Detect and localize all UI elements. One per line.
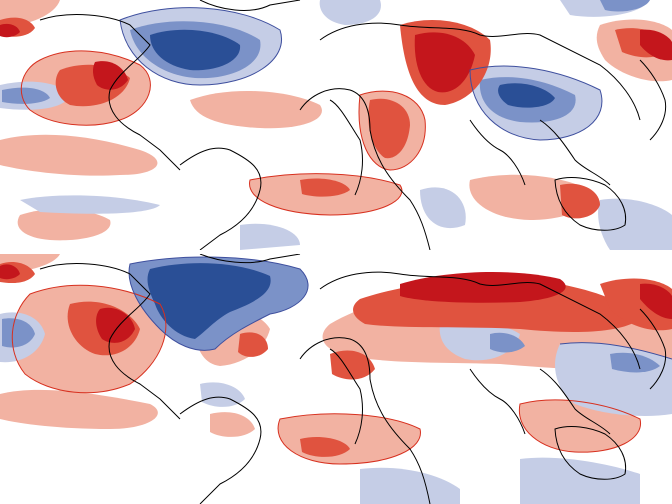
anomaly-contour-lines [11, 256, 672, 465]
map-top-svg [0, 0, 672, 250]
anomaly-contour-lines [20, 7, 603, 216]
map-panel-top [0, 0, 672, 250]
cool-strong-anomaly-layer [150, 29, 555, 108]
coastlines [39, 0, 667, 250]
warm-strong-anomaly-layer [0, 264, 672, 343]
warm-strong-anomaly-layer [0, 23, 672, 93]
panel-separator [0, 250, 672, 254]
coastlines [39, 254, 667, 504]
map-panel-bottom [0, 254, 672, 504]
map-bottom-svg [0, 254, 672, 504]
cool-strong-anomaly-layer [147, 263, 271, 339]
